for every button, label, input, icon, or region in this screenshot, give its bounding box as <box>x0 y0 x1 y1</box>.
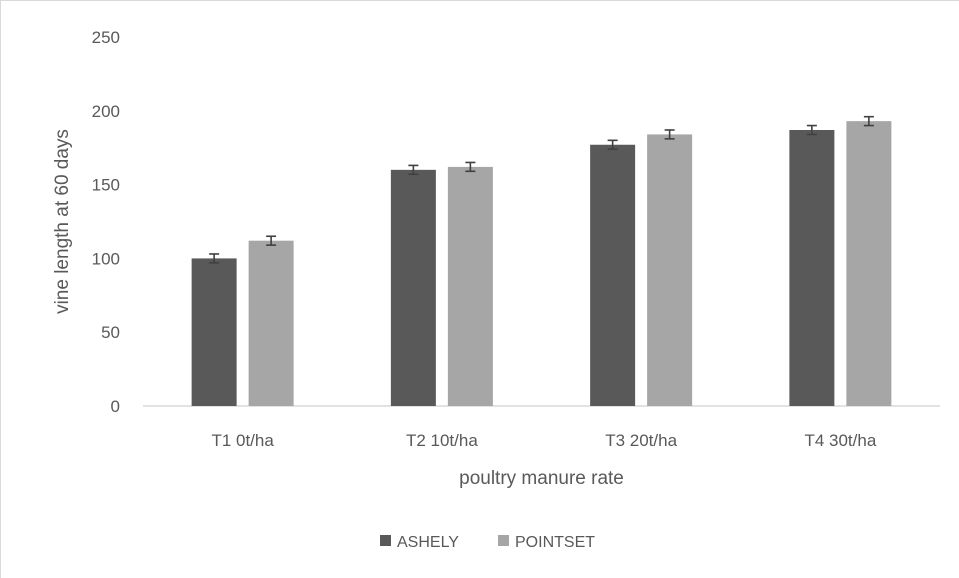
legend-swatch <box>498 535 509 546</box>
y-axis-label: vine length at 60 days <box>52 129 73 314</box>
error-bar <box>806 124 817 136</box>
bar <box>590 144 636 407</box>
y-tick-label: 0 <box>111 397 120 416</box>
bar <box>248 240 294 406</box>
y-tick-label: 50 <box>101 323 120 342</box>
y-tick-label: 200 <box>92 102 120 121</box>
error-bar <box>465 161 476 173</box>
x-axis-label: poultry manure rate <box>459 468 624 489</box>
y-tick-label: 250 <box>92 28 120 47</box>
bar <box>447 166 493 406</box>
x-tick-label: T3 20t/ha <box>605 431 677 450</box>
legend-label: ASHELY <box>397 534 459 551</box>
bar <box>789 129 835 406</box>
error-bar <box>607 139 618 150</box>
error-bar <box>664 129 675 140</box>
legend-label: POINTSET <box>515 534 595 551</box>
x-tick-label: T4 30t/ha <box>804 431 876 450</box>
legend: ASHELY POINTSET <box>380 534 595 551</box>
error-bar <box>266 235 277 246</box>
bar <box>191 258 237 406</box>
bars <box>191 115 892 407</box>
x-tick-label: T2 10t/ha <box>406 431 478 450</box>
bar <box>647 134 693 406</box>
x-axis-ticks: T1 0t/ha T2 10t/ha T3 20t/ha T4 30t/ha <box>211 431 876 450</box>
error-bar <box>408 164 419 176</box>
error-bar <box>863 115 874 127</box>
x-tick-label: T1 0t/ha <box>211 431 274 450</box>
legend-swatch <box>380 535 391 546</box>
y-tick-label: 100 <box>92 249 120 268</box>
y-axis-ticks: 0 50 100 150 200 250 <box>92 28 120 416</box>
y-tick-label: 150 <box>92 176 120 195</box>
bar <box>390 169 436 406</box>
error-bar <box>209 253 220 264</box>
bar <box>846 121 892 406</box>
